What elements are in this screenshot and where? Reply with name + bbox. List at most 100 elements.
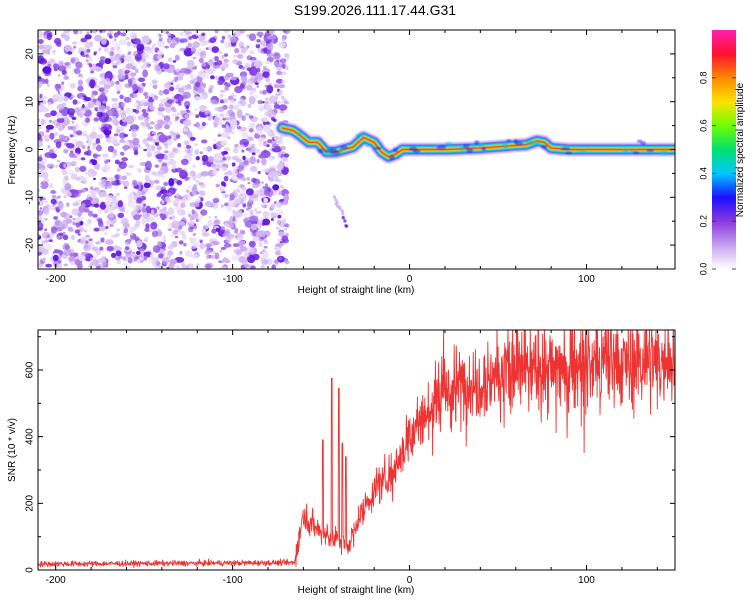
noise-speckle: [136, 56, 142, 60]
noise-speckle: [39, 93, 43, 99]
noise-speckle: [121, 217, 129, 226]
noise-speckle: [171, 147, 180, 154]
noise-speckle: [57, 200, 64, 208]
noise-speckle: [106, 33, 113, 37]
noise-speckle: [124, 246, 130, 251]
ridge-texture: [365, 143, 370, 148]
noise-speckle: [110, 46, 115, 51]
noise-speckle: [48, 163, 52, 167]
noise-speckle: [119, 138, 125, 143]
noise-speckle: [266, 44, 274, 50]
noise-speckle: [273, 259, 279, 264]
noise-speckle: [235, 209, 243, 218]
noise-speckle: [105, 133, 110, 138]
noise-speckle: [341, 215, 345, 220]
noise-speckle: [53, 131, 59, 137]
noise-speckle: [94, 189, 100, 195]
noise-speckle: [208, 216, 211, 219]
noise-speckle: [84, 41, 93, 48]
noise-speckle: [116, 128, 121, 134]
noise-speckle: [263, 197, 269, 204]
noise-speckle: [127, 51, 132, 55]
noise-speckle: [112, 177, 116, 182]
noise-speckle: [145, 223, 150, 229]
noise-speckle: [261, 260, 268, 266]
noise-speckle: [99, 201, 107, 210]
noise-speckle: [141, 206, 147, 213]
noise-speckle: [53, 216, 58, 220]
noise-speckle: [138, 77, 146, 83]
noise-speckle: [236, 173, 244, 179]
noise-speckle: [198, 127, 203, 130]
noise-speckle: [284, 163, 289, 168]
noise-speckle: [225, 72, 234, 78]
noise-speckle: [283, 30, 288, 34]
noise-speckle: [48, 239, 53, 242]
noise-speckle: [41, 240, 46, 245]
noise-speckle: [140, 146, 143, 150]
noise-speckle: [194, 149, 200, 155]
noise-speckle: [207, 219, 213, 227]
noise-speckle: [257, 230, 266, 238]
noise-speckle: [53, 37, 62, 45]
noise-speckle: [149, 256, 157, 264]
noise-speckle: [64, 182, 72, 191]
noise-speckle: [223, 147, 231, 152]
noise-speckle: [277, 214, 282, 219]
noise-speckle: [73, 134, 78, 138]
noise-speckle: [82, 133, 87, 137]
noise-speckle: [132, 137, 140, 146]
noise-speckle: [205, 243, 212, 248]
noise-speckle: [229, 235, 234, 239]
noise-speckle: [94, 84, 101, 89]
noise-speckle: [113, 133, 119, 137]
snr-frame: [37, 329, 676, 571]
heatmap-plot-area: [38, 30, 675, 269]
noise-speckle: [272, 34, 276, 37]
noise-speckle: [166, 199, 172, 204]
noise-speckle: [181, 85, 191, 91]
noise-speckle: [242, 203, 247, 208]
noise-speckle: [143, 102, 148, 107]
noise-speckle: [279, 58, 287, 64]
noise-speckle: [106, 245, 114, 252]
snr-axes: -200 -100 0 100 0 200 400 600: [25, 330, 675, 586]
ridge-texture: [532, 141, 542, 146]
noise-speckle: [178, 95, 185, 101]
noise-speckle: [263, 116, 269, 123]
noise-speckle: [80, 37, 88, 43]
noise-speckle: [64, 34, 71, 42]
noise-speckle: [111, 102, 120, 109]
noise-speckle: [131, 132, 137, 138]
noise-speckle: [246, 177, 250, 181]
noise-speckle: [217, 51, 223, 55]
noise-speckle: [151, 230, 159, 238]
noise-speckle: [205, 123, 209, 126]
noise-speckle: [55, 125, 59, 128]
noise-speckle: [139, 214, 142, 218]
snr-y-tick-label: 600: [25, 361, 36, 378]
noise-speckle: [115, 192, 121, 197]
noise-speckle: [116, 260, 122, 265]
noise-speckle: [278, 231, 285, 237]
noise-speckle: [98, 180, 107, 187]
noise-speckle: [44, 112, 52, 118]
noise-speckle: [262, 211, 269, 219]
noise-speckle: [133, 258, 138, 262]
noise-speckle: [272, 82, 281, 89]
heatmap-x-axis-label: Height of straight line (km): [298, 285, 415, 296]
noise-speckle: [273, 201, 277, 205]
noise-speckle: [257, 219, 263, 224]
noise-speckle: [220, 139, 228, 146]
noise-speckle: [226, 155, 232, 161]
noise-speckle: [224, 171, 230, 176]
noise-speckle: [120, 107, 124, 111]
noise-speckle: [158, 37, 163, 42]
noise-speckle: [258, 142, 263, 146]
noise-speckle: [172, 60, 177, 63]
noise-speckle: [85, 171, 89, 175]
noise-speckle: [212, 169, 218, 176]
noise-speckle: [188, 226, 194, 233]
noise-speckle: [146, 108, 151, 113]
noise-speckle: [117, 46, 120, 50]
